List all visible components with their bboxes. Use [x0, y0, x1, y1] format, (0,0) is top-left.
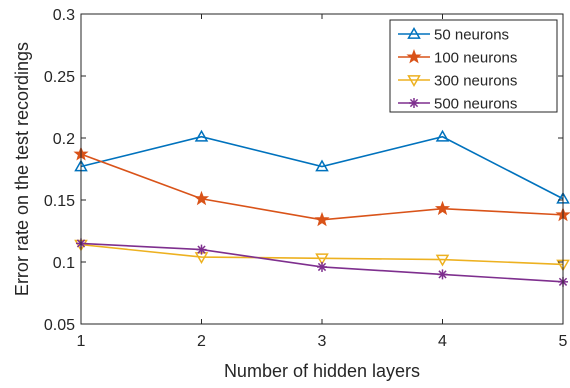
data-point: [194, 129, 209, 142]
series-line: [80, 135, 564, 200]
y-tick-label: 0.1: [53, 255, 75, 272]
x-tick-label: 1: [77, 333, 86, 350]
x-axis-label: Number of hidden layers: [224, 361, 420, 381]
series-layer: [73, 129, 570, 287]
legend: 50 neurons 100 neurons 300 neurons 500 neur…: [389, 19, 558, 113]
x-tick-label: 5: [559, 333, 568, 350]
y-tick-label: 0.25: [44, 69, 75, 86]
y-axis-label: Error rate on the test recordings: [12, 42, 32, 296]
y-tick-label: 0.2: [53, 131, 75, 148]
data-point: [314, 211, 330, 227]
legend-label: 50 neurons: [434, 27, 509, 44]
x-tick-label: 3: [318, 333, 327, 350]
data-point: [437, 269, 448, 280]
legend-label: 500 neurons: [434, 96, 517, 113]
data-point: [193, 190, 210, 206]
legend-marker: [409, 98, 419, 108]
legend-label: 300 neurons: [434, 73, 517, 90]
data-point: [317, 261, 327, 272]
legend-entry: 50 neurons: [398, 27, 509, 44]
y-tick-label: 0.15: [44, 193, 75, 210]
data-point: [196, 244, 207, 255]
data-point: [315, 253, 329, 266]
y-tick-label: 0.05: [44, 317, 75, 334]
y-tick-label: 0.3: [53, 7, 75, 24]
legend-entry: 500 neurons: [398, 96, 517, 113]
legend-marker: [406, 49, 422, 64]
data-point: [435, 254, 450, 267]
y-axis: 0.05 0.1 0.15 0.2 0.25 0.3: [44, 7, 563, 334]
legend-label: 100 neurons: [434, 50, 517, 67]
data-point: [434, 200, 451, 216]
data-point: [315, 159, 329, 172]
x-tick-label: 2: [197, 333, 206, 350]
legend-marker: [407, 75, 421, 88]
data-point: [435, 129, 450, 142]
legend-entry: 300 neurons: [398, 73, 517, 90]
x-tick-label: 4: [438, 333, 447, 350]
legend-marker: [407, 26, 421, 39]
x-axis: 1 2 3 4 5: [77, 14, 568, 350]
legend-entry: 100 neurons: [398, 49, 517, 67]
series-line: [80, 243, 564, 266]
